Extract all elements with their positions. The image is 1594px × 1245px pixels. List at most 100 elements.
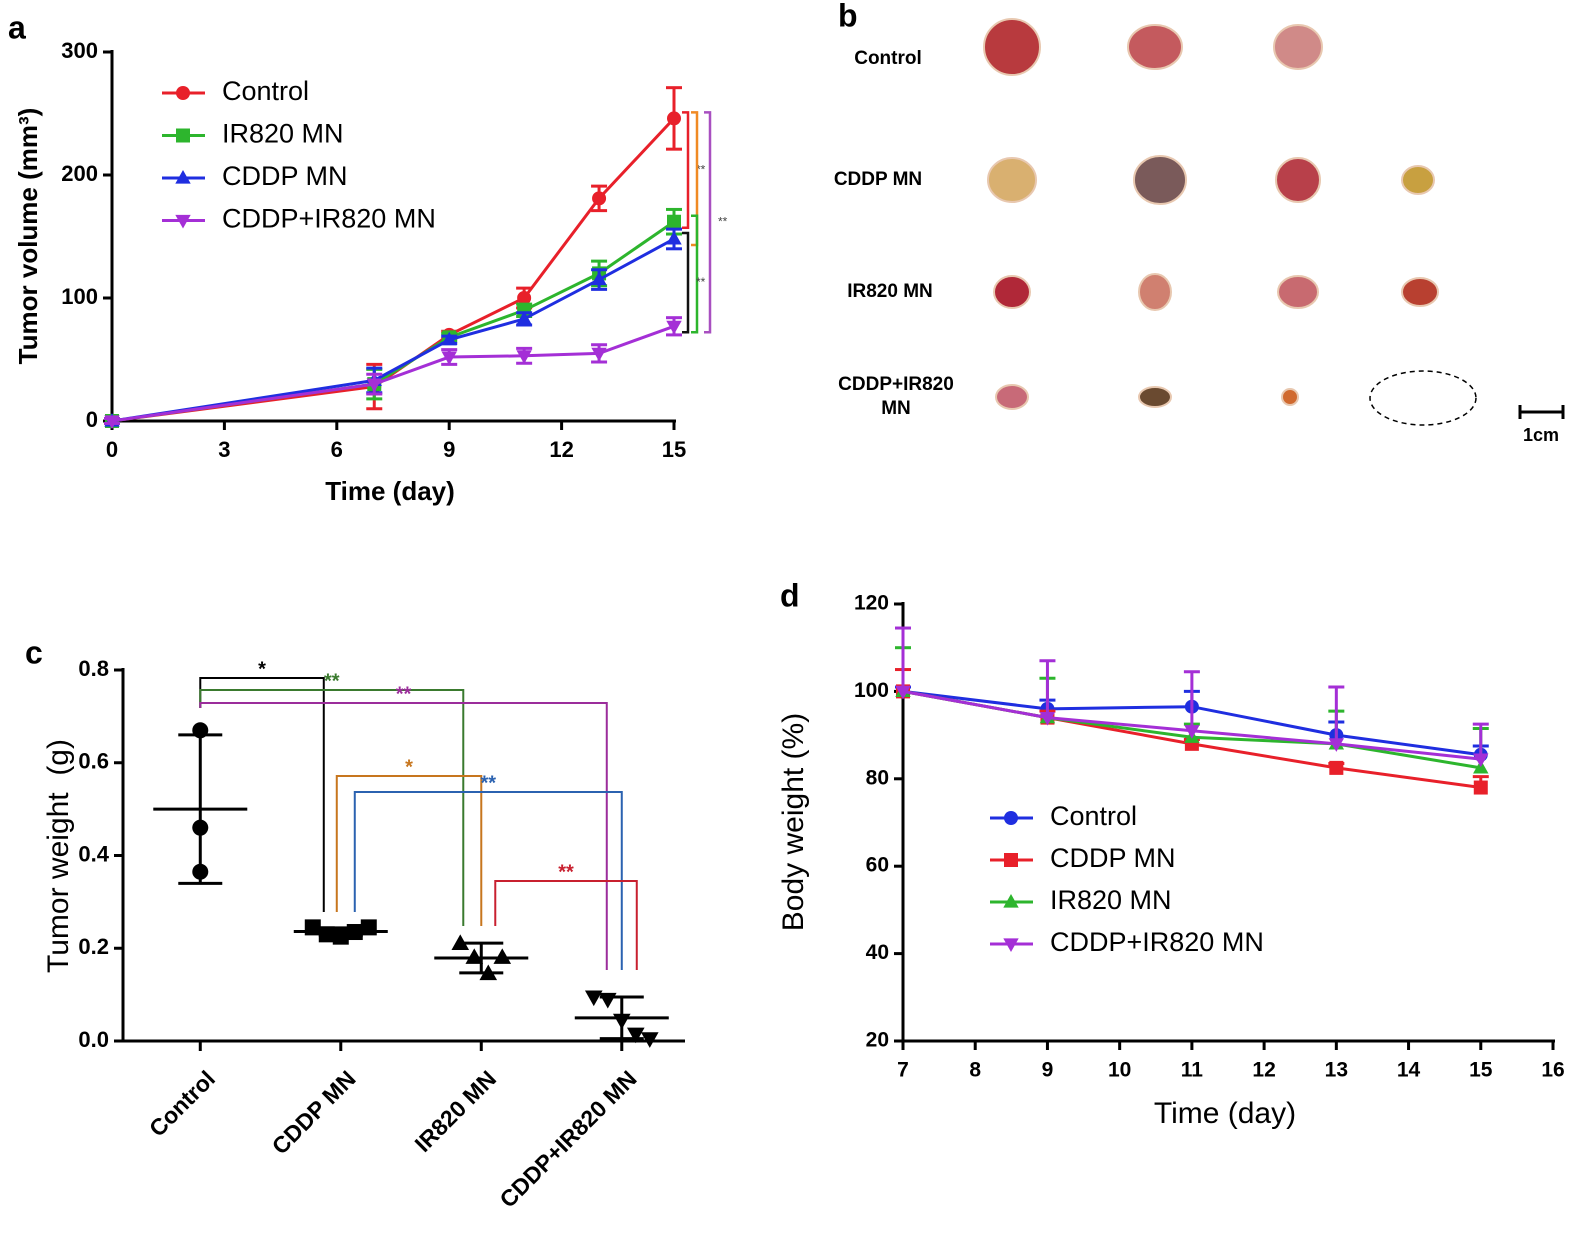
marker <box>1003 893 1019 908</box>
y-axis-label: Tumor volume (mm³) <box>13 108 43 365</box>
marker <box>640 1032 659 1048</box>
significance-label: ** <box>696 162 706 176</box>
marker <box>517 291 532 305</box>
tumor <box>995 384 1029 410</box>
y-tick-label: 0.4 <box>78 841 109 866</box>
y-axis-label: Tumor weight (g) <box>42 739 75 973</box>
marker <box>1329 760 1344 775</box>
row-label: CDDP MN <box>833 169 923 190</box>
marker <box>584 990 603 1007</box>
significance-bracket <box>682 231 690 334</box>
x-tick-label: IR820 MN <box>410 1065 502 1157</box>
x-tick-label: CDDP+IR820 MN <box>494 1065 641 1212</box>
x-tick-label: 6 <box>331 437 343 462</box>
tumor <box>1273 24 1323 70</box>
missing-tumor <box>1369 370 1477 426</box>
marker <box>441 331 457 346</box>
marker <box>176 128 190 143</box>
marker <box>598 992 617 1009</box>
tumor <box>1127 24 1183 70</box>
x-tick-label: 8 <box>969 1059 981 1082</box>
significance-bracket <box>199 702 608 970</box>
marker <box>516 310 532 325</box>
marker <box>626 1027 645 1044</box>
x-tick-label: 3 <box>218 437 230 462</box>
x-tick-label: 9 <box>443 437 455 462</box>
tumor <box>1138 386 1172 408</box>
marker <box>1039 712 1056 726</box>
significance-bracket <box>199 689 465 926</box>
significance-bracket <box>199 677 325 912</box>
x-tick-label: 16 <box>1541 1059 1564 1082</box>
marker <box>667 111 681 126</box>
marker <box>667 214 681 229</box>
marker <box>175 169 191 184</box>
x-tick-label: 10 <box>1108 1059 1131 1082</box>
x-tick-label: CDDP MN <box>267 1065 361 1159</box>
marker <box>1184 725 1200 739</box>
panel-letter: a <box>8 9 26 45</box>
x-tick-label: 14 <box>1397 1059 1421 1082</box>
marker <box>591 271 607 286</box>
legend-label: CDDP MN <box>222 161 348 191</box>
marker <box>175 214 191 229</box>
tumor <box>1281 388 1299 406</box>
legend-label: Control <box>1050 801 1137 831</box>
tumor <box>1277 275 1319 309</box>
tumor <box>1133 155 1187 205</box>
significance-label: ** <box>718 215 728 229</box>
y-tick-label: 0.0 <box>78 1027 109 1052</box>
marker <box>104 415 120 430</box>
x-tick-label: 12 <box>1252 1059 1275 1082</box>
y-tick-label: 120 <box>854 592 889 615</box>
row-label: IR820 MN <box>847 281 933 302</box>
x-axis-label: Time (day) <box>1154 1097 1296 1130</box>
y-tick-label: 0.2 <box>78 934 109 959</box>
y-tick-label: 20 <box>866 1029 889 1052</box>
significance-bracket <box>335 775 483 926</box>
significance-bracket <box>682 111 690 229</box>
x-tick-label: Control <box>144 1065 220 1141</box>
x-tick-label: 7 <box>897 1059 909 1082</box>
tumor <box>1275 157 1321 203</box>
significance-bracket <box>691 214 699 334</box>
legend-label: CDDP+IR820 MN <box>1050 927 1264 957</box>
y-tick-label: 0 <box>86 407 98 432</box>
x-tick-label: 12 <box>549 437 573 462</box>
tumor-photos <box>983 18 1477 426</box>
y-tick-label: 0.8 <box>78 656 109 681</box>
x-tick-label: 15 <box>1469 1059 1493 1082</box>
panel-letter: d <box>780 577 800 613</box>
significance-label: ** <box>696 275 706 289</box>
marker <box>592 191 607 206</box>
tumor <box>987 157 1037 203</box>
marker <box>516 350 532 364</box>
significance-bracket <box>494 880 638 970</box>
y-tick-label: 100 <box>854 679 889 702</box>
significance-label: ** <box>480 772 496 794</box>
marker <box>1004 811 1018 825</box>
tumor <box>1401 165 1435 195</box>
legend-label: IR820 MN <box>222 119 344 149</box>
row-label: CDDP+IR820 MN <box>838 374 954 419</box>
marker <box>895 685 911 700</box>
marker <box>591 347 607 362</box>
row-label: Control <box>854 48 922 69</box>
legend-label: Control <box>222 76 309 106</box>
y-tick-label: 80 <box>866 766 889 789</box>
tumor <box>1138 273 1172 311</box>
y-tick-label: 300 <box>61 38 98 63</box>
series-line <box>111 237 675 423</box>
x-tick-label: 13 <box>1325 1059 1348 1082</box>
marker <box>666 320 682 335</box>
marker <box>465 948 484 964</box>
series-line <box>111 220 675 423</box>
significance-bracket <box>691 111 699 247</box>
legend-label: IR820 MN <box>1050 885 1172 915</box>
x-axis-label: Time (day) <box>325 476 455 506</box>
marker <box>1004 853 1018 867</box>
marker <box>1328 738 1345 752</box>
panel-letter: c <box>25 634 43 670</box>
marker <box>176 86 190 100</box>
